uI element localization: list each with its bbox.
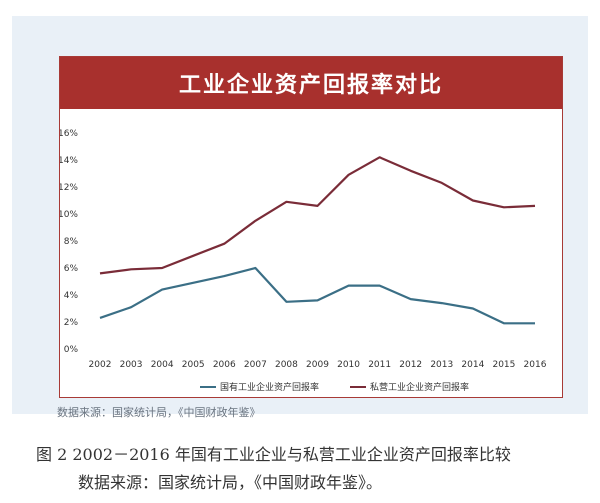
x-tick-label: 2014 xyxy=(461,360,484,370)
x-tick-label: 2016 xyxy=(524,360,547,370)
series-line-1 xyxy=(99,266,535,325)
x-tick-label: 2006 xyxy=(213,360,236,370)
chart-source-note: 数据来源：国家统计局，《中国财政年鉴》 xyxy=(57,406,261,419)
chart-title: 工业企业资产回报率对比 xyxy=(60,57,562,109)
x-tick-label: 2005 xyxy=(182,360,205,370)
y-tick-label: 2% xyxy=(64,318,79,328)
y-tick-label: 4% xyxy=(64,291,79,301)
y-tick-label: 8% xyxy=(64,237,79,247)
figure-panel: 工业企业资产回报率对比 0% 2% 4% 6% 8% 10% 12% 14% 16% 2002 20… xyxy=(12,16,588,419)
x-tick-label: 2011 xyxy=(368,360,391,370)
chart-frame: 工业企业资产回报率对比 0% 2% 4% 6% 8% 10% 12% 14% 16% 2002 20… xyxy=(59,56,563,398)
x-tick-label: 2015 xyxy=(492,360,515,370)
legend-label-1: 国有工业企业资产回报率 xyxy=(220,381,319,393)
x-tick-label: 2002 xyxy=(89,360,112,370)
x-tick-label: 2009 xyxy=(306,360,329,370)
legend-label-2: 私营工业企业资产回报率 xyxy=(370,381,469,393)
caption-title: 图 2 2002－2016 年国有工业企业与私营工业企业资产回报率比较 xyxy=(36,445,511,464)
x-tick-label: 2008 xyxy=(275,360,298,370)
y-tick-label: 16% xyxy=(60,129,78,139)
x-tick-label: 2010 xyxy=(337,360,360,370)
y-tick-label: 12% xyxy=(60,183,78,193)
y-tick-label: 6% xyxy=(64,264,79,274)
x-tick-label: 2003 xyxy=(120,360,143,370)
y-tick-label: 14% xyxy=(60,156,78,166)
y-tick-label: 0% xyxy=(64,345,79,355)
series-line-2 xyxy=(99,156,536,275)
x-tick-label: 2013 xyxy=(430,360,453,370)
y-tick-label: 10% xyxy=(60,210,78,220)
x-tick-label: 2012 xyxy=(399,360,422,370)
caption-source: 数据来源：国家统计局，《中国财政年鉴》。 xyxy=(78,473,383,492)
figure-caption: 图 2 2002－2016 年国有工业企业与私营工业企业资产回报率比较 数据来源… xyxy=(36,441,576,497)
x-tick-label: 2007 xyxy=(244,360,267,370)
x-tick-label: 2004 xyxy=(151,360,174,370)
line-chart: 0% 2% 4% 6% 8% 10% 12% 14% 16% 2002 2003 2004 2005 20… xyxy=(60,129,547,393)
